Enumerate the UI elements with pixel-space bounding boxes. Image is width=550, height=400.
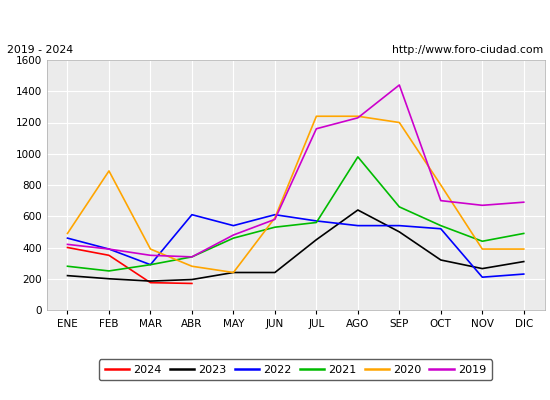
Text: http://www.foro-ciudad.com: http://www.foro-ciudad.com	[392, 45, 543, 55]
Text: Evolucion Nº Turistas Nacionales en el municipio de San Agustín: Evolucion Nº Turistas Nacionales en el m…	[69, 14, 481, 28]
Legend: 2024, 2023, 2022, 2021, 2020, 2019: 2024, 2023, 2022, 2021, 2020, 2019	[99, 359, 492, 380]
Text: 2019 - 2024: 2019 - 2024	[7, 45, 73, 55]
